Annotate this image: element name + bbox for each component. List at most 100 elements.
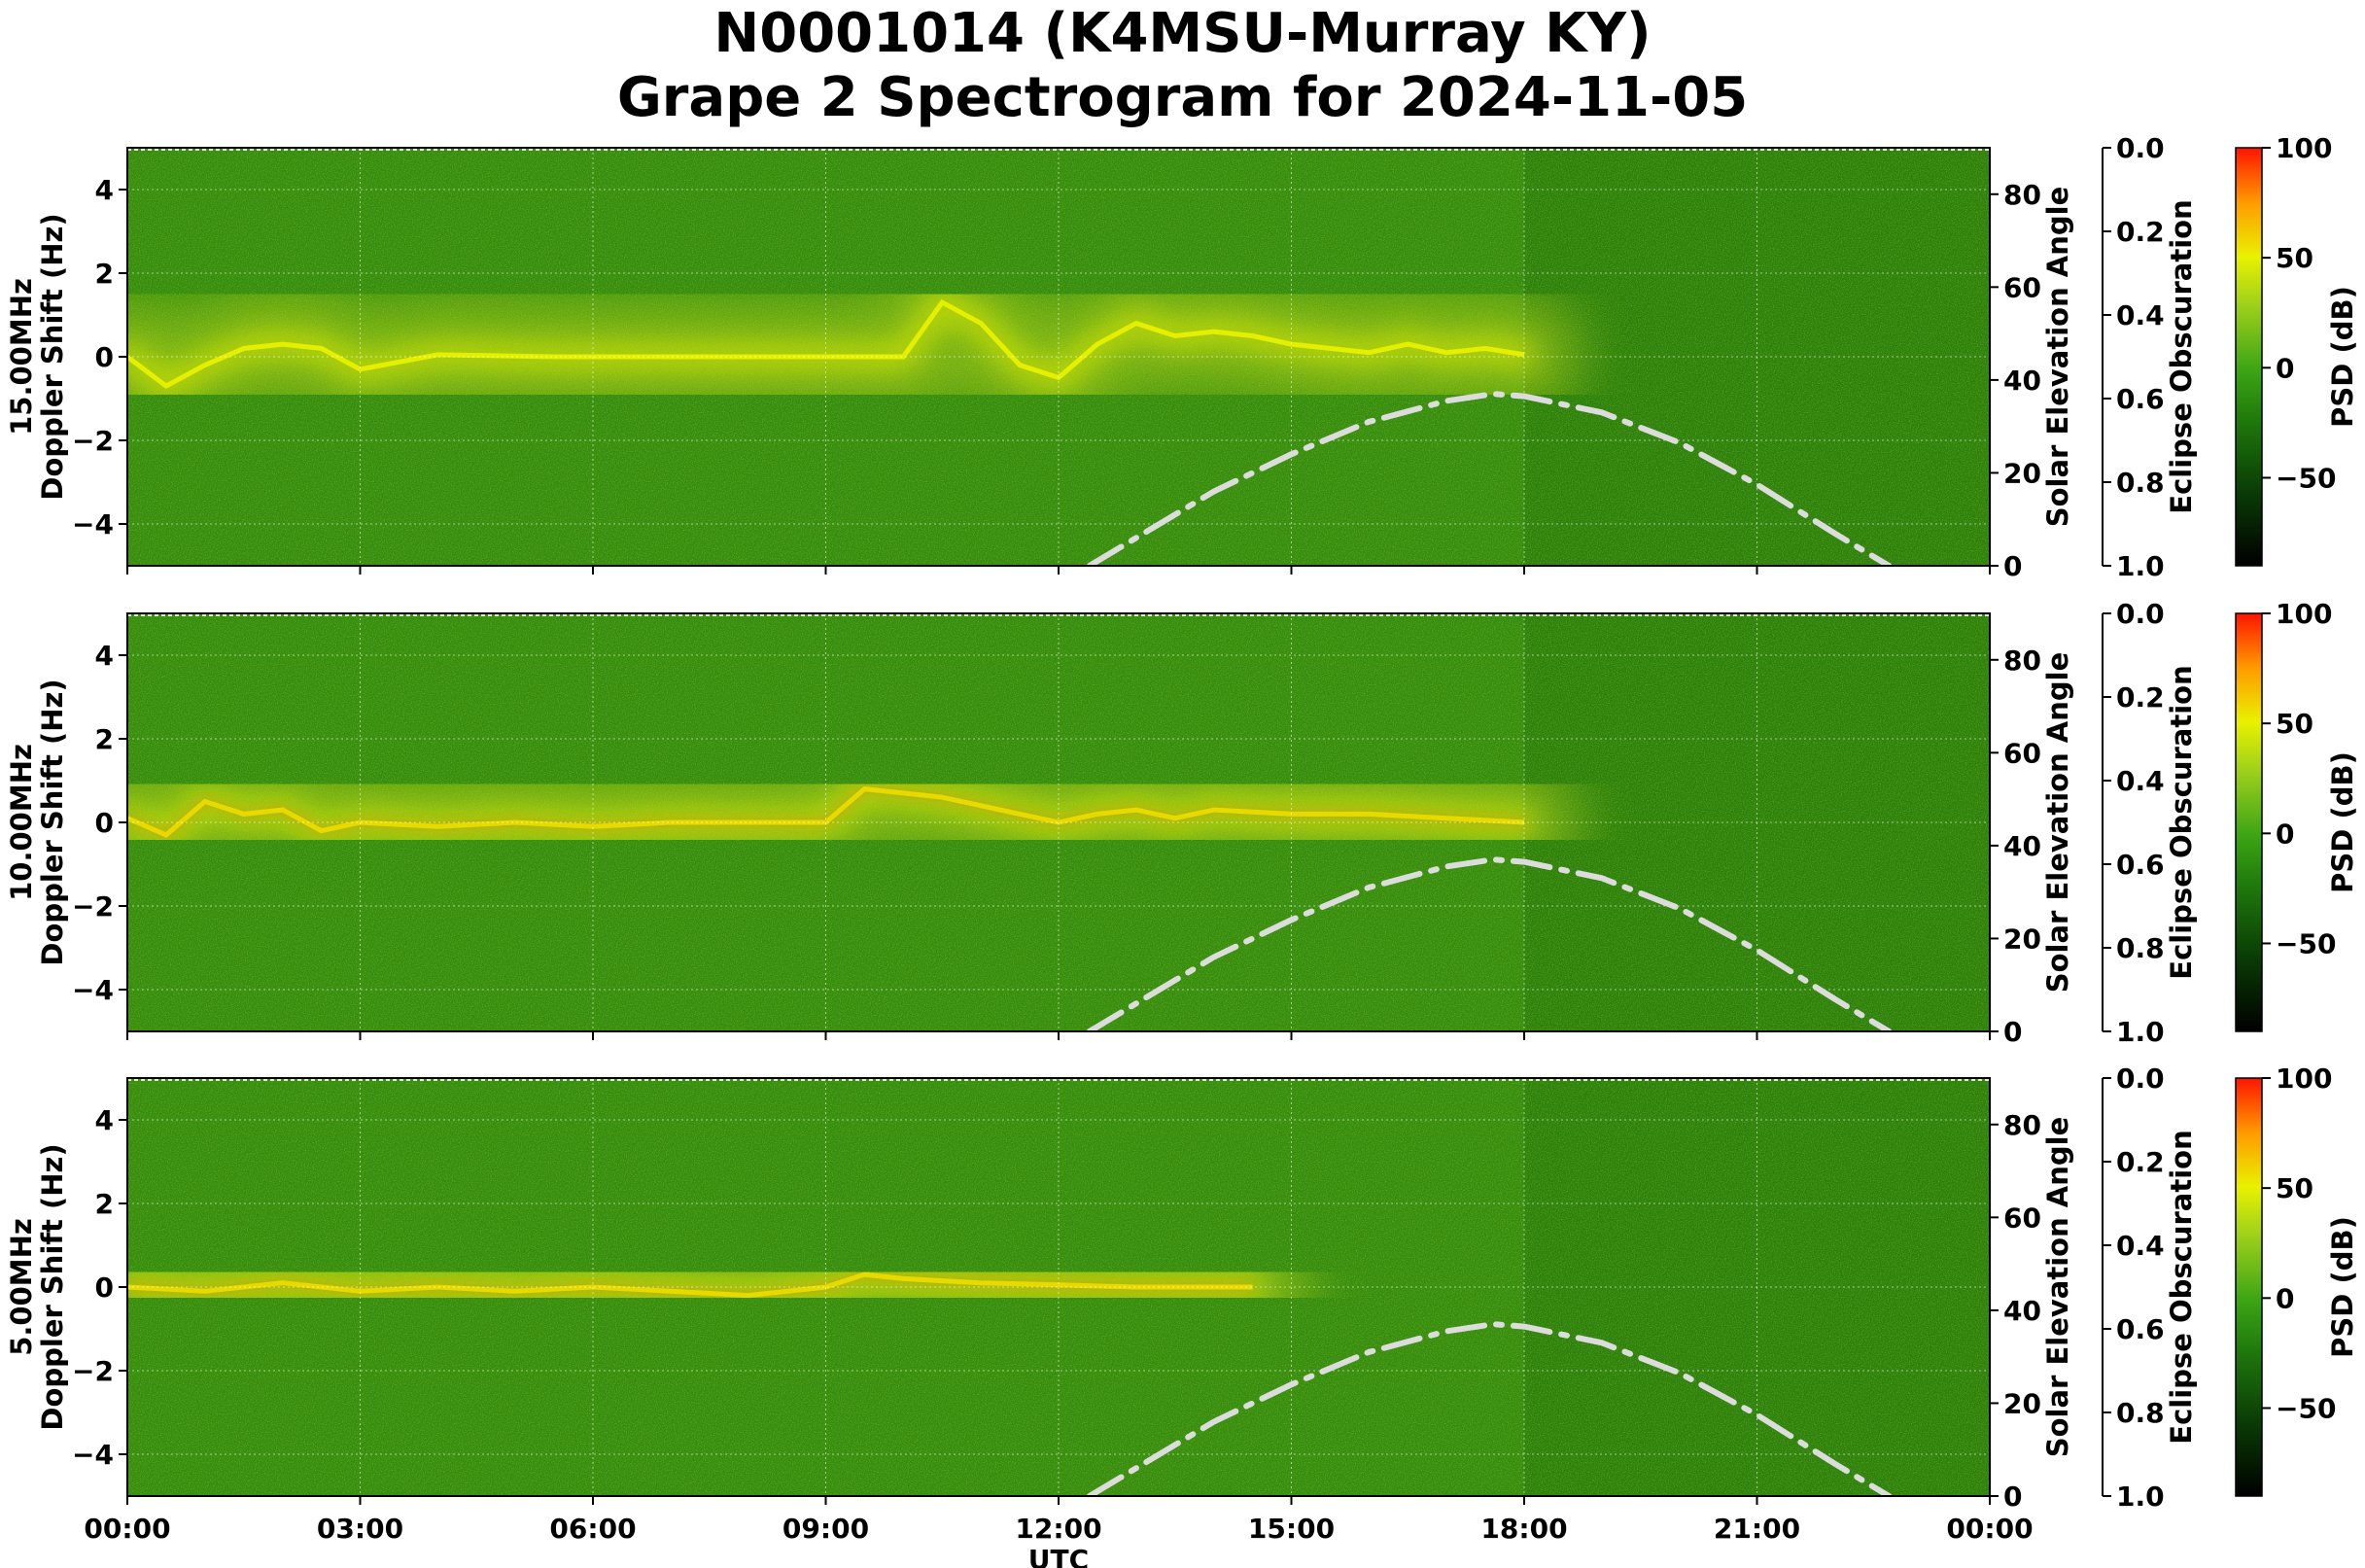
y-tick-label: −4	[72, 508, 114, 540]
solar-elevation-curve	[1086, 1321, 1893, 1496]
eclipse-tick-label: 0.8	[2116, 932, 2165, 964]
carrier-trace	[127, 298, 1525, 390]
carrier-peak	[127, 1272, 1253, 1298]
colorbar-tick-label: 100	[2276, 132, 2332, 164]
eclipse-tick-label: 0.0	[2116, 1063, 2165, 1095]
solar-elevation-curve	[1086, 856, 1893, 1031]
y-tick-label: −4	[72, 974, 114, 1006]
doppler-label: Doppler Shift (Hz)	[36, 679, 69, 965]
eclipse-tick-label: 0.4	[2116, 1230, 2165, 1262]
colorbar-label: PSD (dB)	[2326, 286, 2359, 428]
solar-tick-label: 40	[2003, 830, 2041, 862]
x-tick-label: 18:00	[1480, 1513, 1567, 1545]
solar-tick-label: 60	[2003, 1202, 2041, 1234]
y-tick-label: −2	[72, 1355, 114, 1387]
panel-10-00mhz: −4 −2 0 2 4 10.00MHzDoppler Shift (Hz) 0 20 40 60…	[5, 598, 2359, 1048]
x-tick-label: 06:00	[549, 1513, 636, 1545]
colorbar-tick-label: 50	[2276, 242, 2313, 274]
y-tick-label: 4	[95, 174, 114, 206]
title-line-2: Grape 2 Spectrogram for 2024-11-05	[616, 66, 1749, 129]
y-tick-label: 4	[95, 640, 114, 672]
band-label: 15.00MHz	[5, 278, 38, 436]
solar-tick-label: 80	[2003, 1109, 2041, 1141]
eclipse-tick-label: 0.4	[2116, 299, 2165, 331]
y-axis-label: 10.00MHzDoppler Shift (Hz)	[5, 679, 69, 965]
y-tick-label: 4	[95, 1104, 114, 1136]
x-tick-label: 00:00	[84, 1513, 170, 1545]
x-tick-label: 15:00	[1248, 1513, 1335, 1545]
colorbar-tick-label: 0	[2276, 818, 2294, 850]
solar-tick-label: 80	[2003, 645, 2041, 677]
colorbar-label: PSD (dB)	[2326, 1216, 2359, 1358]
figure-title: N0001014 (K4MSU-Murray KY) Grape 2 Spect…	[0, 0, 2365, 130]
spectrogram-area	[127, 613, 1990, 1031]
colorbar-label: PSD (dB)	[2326, 751, 2359, 893]
y-tick-label: 2	[95, 1188, 114, 1220]
colorbar	[2235, 612, 2263, 1032]
y-axis-label: 15.00MHzDoppler Shift (Hz)	[5, 213, 69, 500]
eclipse-tick-label: 1.0	[2116, 1016, 2165, 1048]
colorbar-tick-label: −50	[2276, 927, 2336, 959]
y-tick-label: 0	[95, 807, 114, 839]
solar-tick-label: 60	[2003, 271, 2041, 303]
solar-axis-label: Solar Elevation Angle	[2041, 1117, 2074, 1458]
carrier-peak	[127, 787, 1525, 837]
y-tick-label: −2	[72, 425, 114, 457]
colorbar-tick-label: 100	[2276, 598, 2332, 630]
solar-axis-label: Solar Elevation Angle	[2041, 187, 2074, 528]
x-tick-label: 09:00	[783, 1513, 869, 1545]
eclipse-tick-label: 0.2	[2116, 1146, 2165, 1178]
eclipse-tick-label: 0.6	[2116, 1313, 2165, 1345]
panel-15-00mhz: −4 −2 0 2 4 15.00MHzDoppler Shift (Hz) 0 20 40 60…	[5, 132, 2359, 582]
eclipse-tick-label: 0.0	[2116, 598, 2165, 630]
x-axis-label: UTC	[1028, 1544, 1089, 1568]
solar-tick-label: 60	[2003, 737, 2041, 769]
title-line-1: N0001014 (K4MSU-Murray KY)	[713, 2, 1652, 65]
y-tick-label: 2	[95, 258, 114, 290]
solar-elevation-curve	[1086, 391, 1893, 566]
solar-tick-label: 0	[2003, 550, 2022, 582]
y-tick-label: −4	[72, 1439, 114, 1471]
eclipse-tick-label: 0.6	[2116, 849, 2165, 881]
y-tick-label: 0	[95, 341, 114, 373]
colorbar-tick-label: 50	[2276, 1172, 2313, 1204]
solar-tick-label: 0	[2003, 1016, 2022, 1048]
solar-tick-label: 0	[2003, 1481, 2022, 1513]
eclipse-axis-label: Eclipse Obscuration	[2165, 199, 2198, 513]
eclipse-tick-label: 1.0	[2116, 550, 2165, 582]
colorbar-tick-label: 50	[2276, 708, 2313, 740]
eclipse-tick-label: 0.2	[2116, 216, 2165, 248]
eclipse-axis-label: Eclipse Obscuration	[2165, 665, 2198, 979]
x-tick-label: 12:00	[1015, 1513, 1101, 1545]
y-axis-label: 5.00MHzDoppler Shift (Hz)	[5, 1143, 69, 1430]
colorbar	[2235, 147, 2263, 567]
eclipse-tick-label: 0.0	[2116, 132, 2165, 164]
x-tick-label: 03:00	[317, 1513, 403, 1545]
eclipse-tick-label: 1.0	[2116, 1481, 2165, 1513]
eclipse-axis-label: Eclipse Obscuration	[2165, 1130, 2198, 1444]
spectrogram-area	[127, 1078, 1990, 1496]
colorbar-tick-label: −50	[2276, 1392, 2336, 1424]
solar-tick-label: 40	[2003, 1295, 2041, 1327]
x-tick-label: 21:00	[1714, 1513, 1800, 1545]
eclipse-tick-label: 0.2	[2116, 681, 2165, 714]
spectrogram-area	[127, 148, 1990, 566]
band-label: 10.00MHz	[5, 744, 38, 901]
colorbar-tick-label: 0	[2276, 352, 2294, 384]
doppler-label: Doppler Shift (Hz)	[36, 1143, 69, 1430]
y-tick-label: 0	[95, 1272, 114, 1304]
solar-tick-label: 80	[2003, 179, 2041, 211]
solar-tick-label: 20	[2003, 1387, 2041, 1419]
x-tick-label: 00:00	[1946, 1513, 2033, 1545]
eclipse-tick-label: 0.8	[2116, 1397, 2165, 1429]
eclipse-tick-label: 0.6	[2116, 383, 2165, 415]
solar-axis-label: Solar Elevation Angle	[2041, 652, 2074, 993]
solar-tick-label: 20	[2003, 457, 2041, 489]
y-tick-label: −2	[72, 890, 114, 923]
eclipse-tick-label: 0.8	[2116, 467, 2165, 499]
solar-tick-label: 40	[2003, 365, 2041, 397]
colorbar-tick-label: −50	[2276, 462, 2336, 494]
colorbar-tick-label: 100	[2276, 1063, 2332, 1095]
colorbar-tick-label: 0	[2276, 1282, 2294, 1314]
